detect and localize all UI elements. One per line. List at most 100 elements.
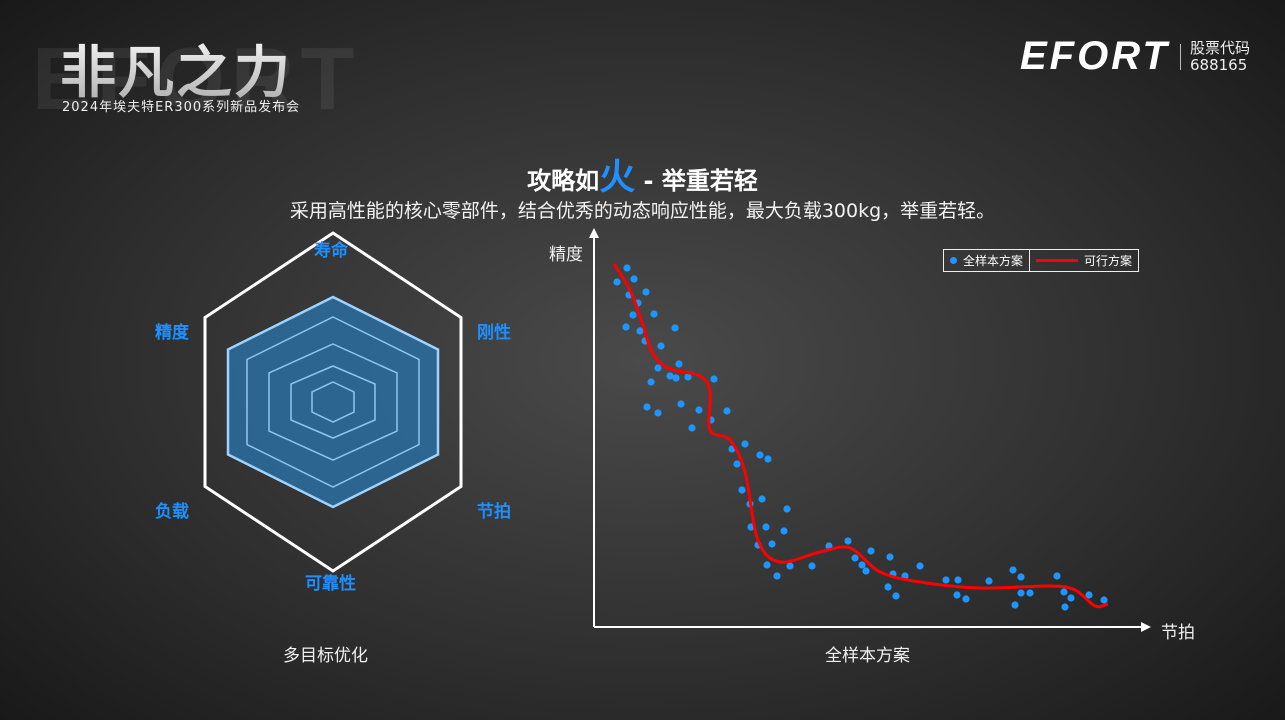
- sample-point: [1009, 566, 1017, 574]
- sample-point: [916, 562, 924, 570]
- sample-point: [636, 327, 644, 335]
- sample-point: [630, 275, 638, 283]
- sample-point: [763, 561, 771, 569]
- legend-label: 全样本方案: [963, 254, 1024, 268]
- sample-point: [1061, 603, 1069, 611]
- sample-point: [1017, 589, 1025, 597]
- sample-point: [710, 375, 718, 383]
- radar-ring-3: [311, 381, 355, 423]
- sample-point: [738, 486, 746, 494]
- x-axis-label: 节拍: [1161, 623, 1195, 643]
- logo-divider: [1180, 44, 1181, 70]
- legend-item-all: 全样本方案: [944, 250, 1029, 271]
- radar-ring-1: [268, 343, 398, 461]
- radar-label-precision: 精度: [155, 323, 189, 343]
- radar-caption: 多目标优化: [283, 646, 368, 666]
- sample-point: [723, 407, 731, 415]
- stock-code: 688165: [1190, 56, 1248, 74]
- sample-point: [654, 409, 662, 417]
- brand-subtitle: 2024年埃夫特ER300系列新品发布会: [62, 100, 301, 115]
- sample-point: [677, 400, 685, 408]
- sample-point: [962, 595, 970, 603]
- sample-point: [867, 547, 875, 555]
- y-axis-label: 精度: [549, 245, 583, 265]
- sample-point: [643, 403, 651, 411]
- radar-label-cycle: 节拍: [477, 502, 511, 522]
- radar-ring-0: [246, 316, 420, 488]
- headline-suffix: - 举重若轻: [635, 167, 758, 195]
- radar-chart: [203, 231, 463, 573]
- sample-point: [886, 553, 894, 561]
- sample-point: [862, 567, 870, 575]
- sample-point: [741, 440, 749, 448]
- radar-label-life: 寿命: [314, 241, 348, 261]
- sample-point: [695, 406, 703, 414]
- sample-point: [808, 562, 816, 570]
- headline-prefix: 攻略如: [527, 167, 600, 195]
- sample-point: [1017, 573, 1025, 581]
- sample-point: [780, 527, 788, 535]
- sample-point: [666, 372, 674, 380]
- sample-point: [954, 576, 962, 584]
- sample-point: [671, 324, 679, 332]
- sample-point: [1011, 601, 1019, 609]
- line-icon: [1036, 259, 1079, 262]
- sample-point: [953, 591, 961, 599]
- feasible-curve: [612, 263, 1109, 609]
- sample-point: [1085, 591, 1093, 599]
- radar-label-load: 负载: [155, 502, 189, 522]
- sample-point: [654, 364, 662, 372]
- scatter-plot: [589, 228, 1151, 632]
- sample-point: [764, 455, 772, 463]
- legend: 全样本方案 可行方案: [943, 249, 1140, 272]
- radar-outer-ring: [203, 231, 463, 573]
- headline-highlight: 火: [599, 157, 636, 198]
- sample-point: [786, 562, 794, 570]
- sample-point: [758, 495, 766, 503]
- radar-label-reliability: 可靠性: [305, 574, 356, 594]
- sample-point: [647, 378, 655, 386]
- stock-info: 股票代码 688165: [1190, 40, 1250, 74]
- x-axis-arrow: [1141, 622, 1151, 632]
- sample-point: [942, 576, 950, 584]
- sample-point: [675, 360, 683, 368]
- sample-point: [613, 278, 621, 286]
- sample-point: [1026, 589, 1034, 597]
- sample-point: [1053, 572, 1061, 580]
- stock-label: 股票代码: [1190, 39, 1251, 57]
- sample-point: [844, 537, 852, 545]
- sample-point: [768, 540, 776, 548]
- sample-point: [672, 374, 680, 382]
- brand-title: 非凡之力: [60, 28, 292, 109]
- radar-ring-2: [290, 365, 376, 439]
- watermark: EFORT: [32, 28, 360, 130]
- legend-item-feasible: 可行方案: [1029, 250, 1138, 271]
- sample-point: [858, 561, 866, 569]
- sample-point: [623, 264, 631, 272]
- sample-point: [892, 592, 900, 600]
- sample-point: [629, 311, 637, 319]
- sample-point: [884, 583, 892, 591]
- sample-point: [1100, 596, 1108, 604]
- sample-point: [1067, 594, 1075, 602]
- efort-logo: EFORT: [1020, 34, 1170, 78]
- sample-point: [851, 554, 859, 562]
- y-axis-arrow: [589, 228, 599, 238]
- scatter-caption: 全样本方案: [825, 646, 910, 666]
- dot-icon: [950, 257, 957, 264]
- sample-point: [783, 505, 791, 513]
- sample-point: [756, 451, 764, 459]
- legend-label: 可行方案: [1084, 254, 1133, 268]
- sample-point: [733, 460, 741, 468]
- subline: 采用高性能的核心零部件，结合优秀的动态响应性能，最大负载300kg，举重若轻。: [289, 200, 996, 222]
- radar-label-stiffness: 刚性: [477, 323, 511, 343]
- sample-point: [773, 572, 781, 580]
- sample-point: [650, 310, 658, 318]
- sample-point: [622, 323, 630, 331]
- sample-point: [762, 523, 770, 531]
- sample-point: [1060, 588, 1068, 596]
- sample-point: [684, 373, 692, 381]
- sample-point: [985, 577, 993, 585]
- headline: 攻略如火 - 举重若轻: [0, 148, 1285, 200]
